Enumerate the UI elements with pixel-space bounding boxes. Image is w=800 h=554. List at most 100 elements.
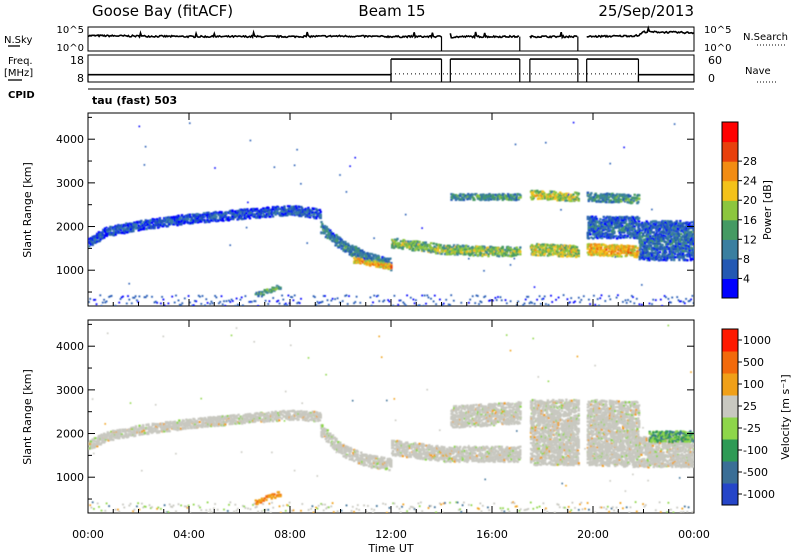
power-cell	[479, 254, 482, 257]
power-cell	[459, 193, 462, 196]
power-cell	[637, 200, 640, 204]
power-cell	[693, 237, 694, 240]
power-cell	[633, 236, 636, 240]
power-cell	[631, 226, 635, 229]
power-cell	[160, 220, 163, 224]
power-cell	[657, 222, 661, 225]
power-cell	[623, 225, 627, 228]
power-cell	[482, 193, 485, 196]
power-cell	[642, 253, 645, 257]
power-cell	[266, 213, 269, 216]
power-cell	[594, 243, 597, 247]
power-cell	[602, 197, 605, 200]
power-cell	[353, 261, 356, 264]
power-cell	[568, 244, 572, 247]
power-cell	[452, 249, 456, 252]
power-cell	[643, 224, 647, 227]
power-cell	[693, 224, 694, 227]
power-cell	[552, 249, 555, 252]
power-cell	[286, 205, 290, 208]
power-cell	[680, 237, 683, 240]
power-cell	[511, 248, 514, 251]
power-cell	[262, 293, 265, 296]
power-cell	[622, 231, 626, 234]
power-cell	[535, 251, 538, 254]
power-cell	[496, 196, 499, 199]
power-cell	[382, 266, 385, 270]
power-cell	[201, 217, 204, 220]
power-cell	[199, 217, 202, 220]
power-cell	[655, 242, 658, 245]
power-cell	[647, 242, 650, 245]
power-cell	[304, 210, 307, 214]
power-cell	[664, 220, 667, 223]
power-cell	[88, 242, 92, 245]
power-cell	[197, 215, 200, 219]
power-cell	[538, 191, 542, 194]
power-cell	[406, 240, 410, 243]
power-cell	[99, 233, 102, 236]
power-cell	[654, 237, 657, 241]
power-cell	[541, 245, 544, 248]
power-cell	[652, 231, 655, 234]
power-cell	[626, 227, 629, 230]
power-cell	[498, 193, 501, 196]
power-cell	[629, 218, 632, 221]
power-cell	[549, 250, 552, 254]
power-cell	[517, 198, 520, 201]
power-cell	[417, 243, 420, 246]
power-cell	[657, 256, 661, 259]
power-cell	[318, 208, 322, 212]
power-cell	[574, 191, 577, 194]
power-cell	[599, 200, 603, 203]
power-cell	[645, 246, 648, 249]
power-cell	[651, 241, 655, 244]
power-cell	[633, 231, 636, 234]
power-cell	[623, 247, 627, 250]
power-cell	[329, 229, 332, 232]
power-cell	[658, 251, 662, 254]
power-cell	[636, 230, 639, 233]
power-cell	[556, 244, 559, 247]
power-cell	[482, 248, 485, 251]
power-cell	[680, 238, 684, 241]
freq-tick-high: 18	[70, 54, 84, 67]
power-cell	[692, 247, 694, 250]
power-cell	[568, 199, 572, 203]
power-cell	[615, 235, 618, 238]
power-cell	[618, 231, 621, 234]
power-cell	[511, 197, 514, 200]
power-cell	[254, 293, 257, 296]
power-cell	[647, 233, 650, 236]
power-cell	[274, 208, 277, 211]
power-cell	[361, 258, 364, 261]
power-cell	[628, 198, 631, 201]
power-cell	[248, 217, 252, 220]
power-cell	[590, 192, 593, 195]
power-cell	[536, 254, 540, 257]
power-cell	[608, 222, 612, 225]
power-cell	[609, 199, 613, 202]
power-cell	[630, 235, 633, 238]
power-cell	[89, 243, 93, 246]
power-cell	[690, 221, 693, 224]
power-cell	[412, 247, 415, 250]
power-noise	[93, 299, 95, 301]
power-cell	[274, 206, 277, 209]
power-cell	[636, 197, 639, 200]
power-cell	[335, 243, 338, 246]
power-cell	[480, 248, 483, 251]
power-cell	[429, 245, 432, 248]
power-cell	[577, 198, 580, 201]
power-cell	[509, 194, 512, 197]
power-cell	[614, 196, 617, 199]
power-cell	[680, 251, 684, 254]
power-cell	[675, 248, 678, 251]
power-cell	[670, 246, 673, 249]
power-cell	[630, 201, 634, 204]
power-cell	[515, 194, 519, 198]
power-cell	[207, 213, 210, 216]
power-cell	[589, 249, 592, 252]
power-cell	[283, 205, 286, 208]
power-cell	[629, 236, 632, 239]
